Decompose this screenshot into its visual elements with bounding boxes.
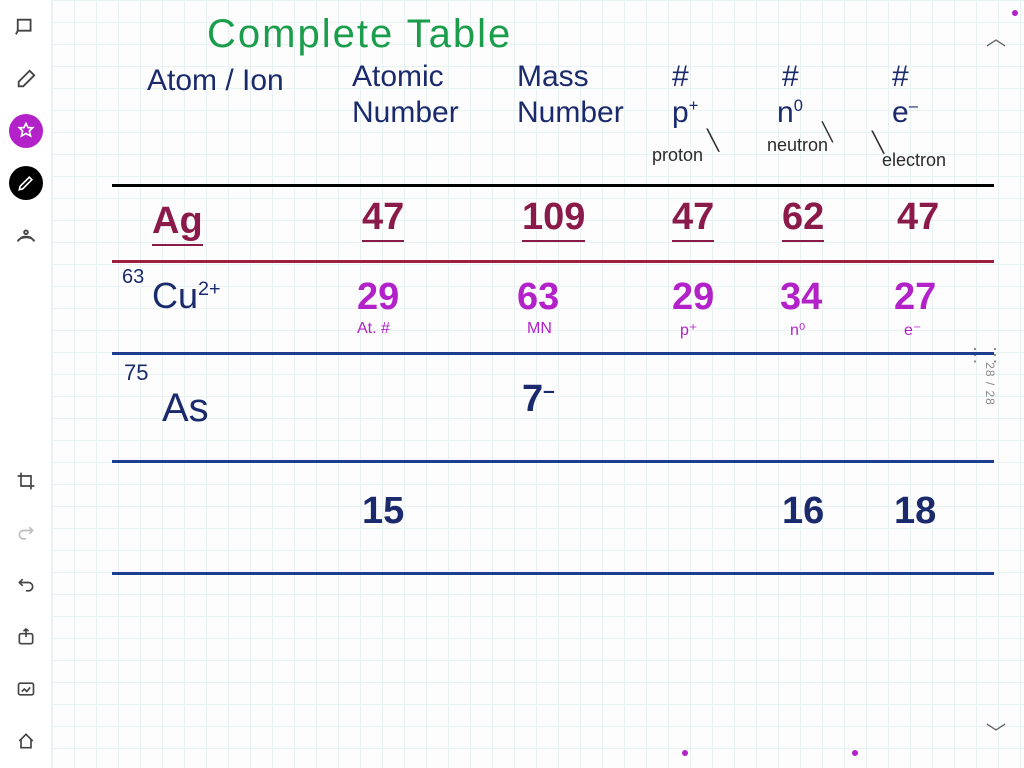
pointer-line: ╲ <box>872 130 884 155</box>
eraser-icon[interactable] <box>9 62 43 96</box>
pointer-line: ╲ <box>822 122 833 143</box>
cell-p-ag: 47 <box>672 196 714 242</box>
col-header-n: # <box>782 60 799 94</box>
stray-dot <box>682 750 688 756</box>
col-header-p-2: p+ <box>672 96 698 130</box>
cell-n-r4: 16 <box>782 490 824 533</box>
col-header-atomic: Atomic <box>352 60 444 94</box>
cell-prefix-as: 75 <box>124 360 148 386</box>
cell-note: At. # <box>357 320 390 338</box>
pointer-line: ╲ <box>707 128 719 153</box>
cell-label-cu: Cu2+ <box>152 275 221 317</box>
cell-mass-cu: 63 <box>517 276 559 319</box>
col-header-e-2: e– <box>892 96 918 130</box>
col-header-mass: Mass <box>517 60 589 94</box>
stray-dot <box>1012 10 1018 16</box>
redo-icon[interactable] <box>9 516 43 550</box>
cell-label-ag: Ag <box>152 200 203 246</box>
col-header-p: # <box>672 60 689 94</box>
cell-e-ag: 47 <box>897 196 939 239</box>
chevron-down-icon[interactable]: ﹀ <box>986 717 1006 746</box>
page-indicator: 28 / 28 <box>983 362 997 406</box>
col-subhead-neutron: neutron <box>767 135 828 156</box>
header-divider <box>112 184 994 187</box>
col-header-atom: Atom / Ion <box>147 64 284 98</box>
cell-mass-as: 7– <box>522 378 555 421</box>
col-subhead-proton: proton <box>652 145 703 166</box>
cell-p-cu: 29 <box>672 276 714 319</box>
share-icon[interactable] <box>9 620 43 654</box>
cell-note: p⁺ <box>680 320 697 340</box>
cell-atomic-ag: 47 <box>362 196 404 242</box>
crop-icon[interactable] <box>9 464 43 498</box>
cell-atomic-cu: 29 <box>357 276 399 319</box>
col-header-n-2: n0 <box>777 96 803 130</box>
shape-tool-icon[interactable] <box>9 114 43 148</box>
col-header-mass-2: Number <box>517 96 624 130</box>
image-icon[interactable] <box>9 672 43 706</box>
cell-note: n⁰ <box>790 320 805 340</box>
row-divider <box>112 572 994 575</box>
page-title: Complete Table <box>207 12 512 57</box>
col-subhead-electron: electron <box>882 150 946 171</box>
cell-e-r4: 18 <box>894 490 936 533</box>
cell-n-cu: 34 <box>780 276 822 319</box>
pen-tool-icon[interactable] <box>9 166 43 200</box>
cell-atomic-r4: 15 <box>362 490 404 533</box>
cell-e-cu: 27 <box>894 276 936 319</box>
note-canvas[interactable]: ︿ ﹀ ⋮⋮ 28 / 28 Complete Table Atom / Ion… <box>52 0 1024 768</box>
cast-icon[interactable] <box>9 218 43 252</box>
chevron-up-icon[interactable]: ︿ <box>986 22 1006 51</box>
stray-dot <box>852 750 858 756</box>
row-divider <box>112 460 994 463</box>
cell-n-ag: 62 <box>782 196 824 242</box>
cell-note: MN <box>527 320 552 338</box>
undo-icon[interactable] <box>9 568 43 602</box>
cell-mass-ag: 109 <box>522 196 585 242</box>
left-toolbar <box>0 0 52 768</box>
cell-prefix-cu: 63 <box>122 266 144 289</box>
cell-note: e⁻ <box>904 320 921 340</box>
row-divider <box>112 260 994 263</box>
col-header-atomic-2: Number <box>352 96 459 130</box>
col-header-e: # <box>892 60 909 94</box>
home-icon[interactable] <box>9 724 43 758</box>
row-divider <box>112 352 994 355</box>
cell-label-as: As <box>162 386 209 431</box>
lasso-icon[interactable] <box>9 10 43 44</box>
